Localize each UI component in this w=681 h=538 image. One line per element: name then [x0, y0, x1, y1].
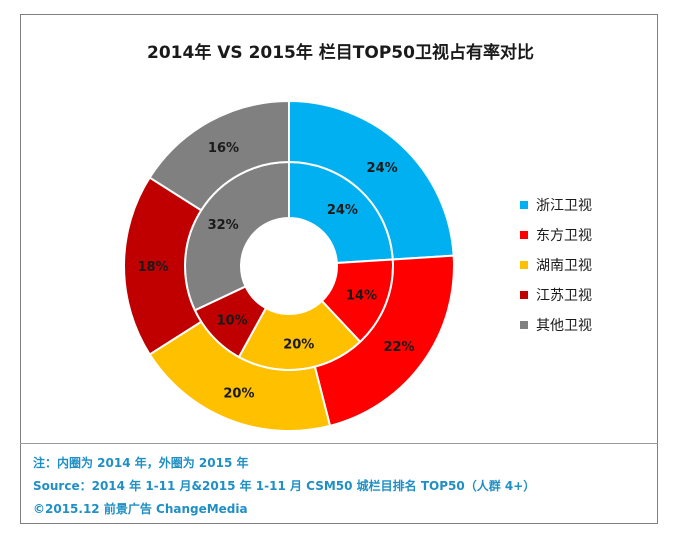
legend-item-3: 江苏卫视 [520, 280, 592, 310]
legend-label-3: 江苏卫视 [536, 288, 592, 304]
outer-slice-label-3: 18% [137, 260, 168, 275]
outer-slice-1 [313, 254, 455, 428]
legend-item-1: 东方卫视 [520, 220, 592, 250]
legend-swatch-2 [520, 261, 528, 269]
legend-swatch-4 [520, 321, 528, 329]
inner-slice-label-2: 20% [283, 337, 314, 352]
inner-slice-label-0: 24% [327, 203, 358, 218]
inner-slice-label-4: 32% [208, 218, 239, 233]
note-ring-explanation: 注：内圈为 2014 年，外圈为 2015 年 [33, 456, 249, 470]
outer-slice-label-1: 22% [383, 340, 414, 355]
chart-title: 2014年 VS 2015年 栏目TOP50卫视占有率对比 [147, 43, 534, 63]
legend-swatch-3 [520, 291, 528, 299]
legend-swatch-0 [520, 201, 528, 209]
chart-notes: 注：内圈为 2014 年，外圈为 2015 年 Source：2014 年 1-… [33, 452, 535, 521]
legend-label-4: 其他卫视 [536, 318, 592, 334]
legend-label-0: 浙江卫视 [536, 198, 592, 214]
legend-label-2: 湖南卫视 [536, 258, 592, 274]
notes-divider [20, 443, 658, 444]
chart-legend: 浙江卫视东方卫视湖南卫视江苏卫视其他卫视 [520, 190, 592, 340]
outer-slice-label-2: 20% [223, 386, 254, 401]
outer-slice-4 [148, 99, 290, 212]
legend-item-4: 其他卫视 [520, 310, 592, 340]
outer-slice-label-0: 24% [367, 161, 398, 176]
outer-slice-label-4: 16% [208, 141, 239, 156]
legend-item-0: 浙江卫视 [520, 190, 592, 220]
inner-slice-label-3: 10% [217, 313, 248, 328]
note-copyright: ©2015.12 前景广告 ChangeMedia [33, 502, 248, 516]
legend-item-2: 湖南卫视 [520, 250, 592, 280]
outer-slice-0 [288, 99, 455, 261]
inner-slice-label-1: 14% [346, 289, 377, 304]
note-source: Source：2014 年 1-11 月&2015 年 1-11 月 CSM50… [33, 479, 536, 493]
legend-swatch-1 [520, 231, 528, 239]
legend-label-1: 东方卫视 [536, 228, 592, 244]
